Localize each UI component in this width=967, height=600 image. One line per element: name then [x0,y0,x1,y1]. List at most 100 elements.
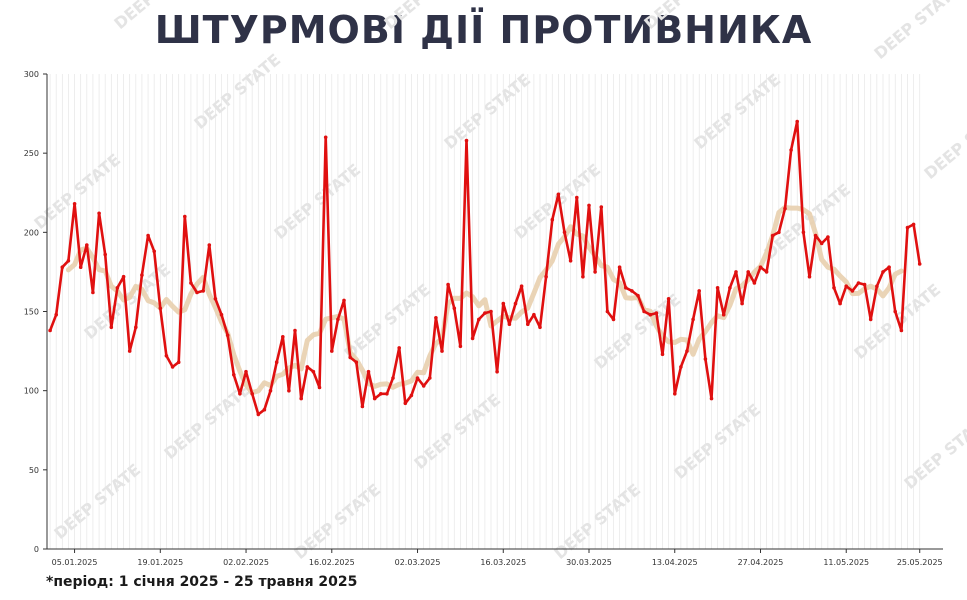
data-point [507,322,512,327]
data-point [844,284,848,289]
data-point [66,259,71,263]
data-point [905,225,910,230]
data-point [189,281,193,285]
data-point [121,274,126,279]
data-point [666,297,671,301]
data-point [526,322,530,327]
data-point [562,230,567,235]
data-point [470,336,475,341]
data-point [379,392,383,396]
data-point [795,119,799,124]
data-point [826,235,830,239]
data-point [415,376,420,380]
data-point [556,192,561,197]
y-tick-label: 50 [29,466,39,475]
data-point [654,311,659,315]
data-point [311,369,316,374]
data-point [691,317,695,322]
data-point [813,233,818,238]
data-point [868,317,873,322]
data-point [421,384,426,388]
data-point [458,344,463,349]
data-point [201,289,205,293]
y-tick-label: 300 [24,70,39,79]
data-point [740,301,744,306]
data-point [899,328,904,333]
data-point [250,392,254,396]
data-point [48,328,52,333]
watermark-text: DEEP STATE [920,100,967,183]
data-point [213,297,218,301]
data-point [434,316,438,320]
data-point [274,360,279,365]
watermark-text: DEEP STATE [900,410,967,493]
data-point [348,355,353,360]
data-point [856,281,861,285]
x-tick-label: 27.04.2025 [738,558,784,567]
data-point [752,281,757,285]
data-point [256,412,261,417]
data-point [617,265,622,270]
data-point [176,360,181,365]
data-point [158,306,163,311]
data-point [721,312,726,317]
data-point [703,357,708,361]
data-point [440,349,444,353]
data-point [219,312,224,317]
data-point [372,396,377,401]
data-point [97,211,101,216]
watermark-text: DEEP STATE [340,280,434,363]
data-point [170,365,175,369]
watermark-text: DEEP STATE [290,480,384,563]
data-point [850,289,855,293]
data-point [495,369,499,374]
data-point [734,270,738,274]
data-point [238,392,242,396]
data-point [268,388,273,393]
data-point [636,293,640,298]
data-point [648,312,653,317]
y-tick-label: 250 [24,149,39,158]
data-point [452,306,457,311]
data-point [630,289,634,293]
data-point [207,243,212,247]
data-point [887,265,891,270]
data-point [513,301,518,306]
data-point [164,354,169,358]
data-point [746,270,750,274]
data-point [642,309,646,314]
data-point [807,274,812,279]
data-point [225,333,230,338]
x-tick-label: 05.01.2025 [52,558,98,567]
x-tick-label: 16.03.2025 [480,558,526,567]
data-point [428,376,432,380]
x-tick-label: 16.02.2025 [309,558,355,567]
data-point [697,289,701,293]
data-point [801,230,806,235]
period-footnote: *період: 1 січня 2025 - 25 травня 2025 [46,574,358,590]
data-point [281,335,285,339]
data-point [287,388,291,393]
data-point [360,404,365,409]
data-point [575,195,579,200]
x-tick-label: 11.05.2025 [823,558,869,567]
data-point [764,270,769,274]
data-point [330,349,334,353]
data-point [366,369,371,374]
data-point [519,284,524,289]
data-point [673,392,677,396]
data-point [917,262,922,266]
data-point [777,230,781,235]
x-tick-label: 13.04.2025 [652,558,698,567]
y-tick-label: 200 [24,228,39,237]
data-point [195,290,199,295]
y-tick-label: 150 [24,308,39,317]
data-point [127,349,132,353]
data-point [397,346,402,350]
data-point [660,352,665,357]
chart-title: ШТУРМОВІ ДІЇ ПРОТИВНИКА [154,8,813,52]
watermark-text: DEEP STATE [640,0,734,33]
data-point [232,373,236,377]
data-point [501,301,506,306]
